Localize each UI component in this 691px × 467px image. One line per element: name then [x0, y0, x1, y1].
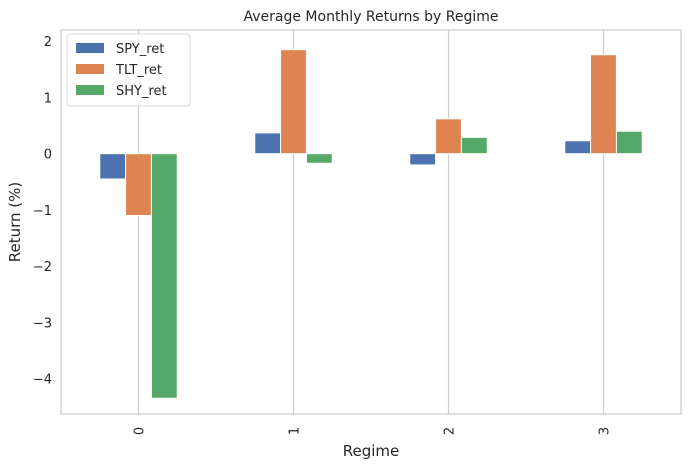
y-tick-label: −2: [33, 260, 52, 275]
bar-spy-ret-regime-0: [99, 153, 127, 180]
bar-shy-ret-regime-0: [150, 153, 178, 399]
x-tick-label: 1: [288, 427, 303, 435]
legend: SPY_ret TLT_ret SHY_ret: [66, 33, 191, 107]
x-tick-label: 2: [443, 427, 458, 435]
bar-shy-ret-regime-1: [305, 153, 333, 164]
y-tick-label: 0: [44, 148, 52, 163]
y-tick-label: −3: [33, 316, 52, 331]
bar-shy-ret-regime-2: [460, 136, 488, 155]
y-tick-label: −4: [33, 373, 52, 388]
bar-spy-ret-regime-3: [564, 140, 592, 155]
bar-spy-ret-regime-1: [254, 132, 282, 155]
x-axis-label: Regime: [343, 442, 400, 460]
x-tick-label: 0: [133, 427, 148, 435]
legend-swatch-shy-ret: [76, 85, 104, 95]
bar-tlt-ret-regime-0: [125, 153, 152, 217]
bar-spy-ret-regime-2: [409, 153, 437, 166]
bar-shy-ret-regime-3: [615, 130, 643, 155]
bar-tlt-ret-regime-2: [435, 118, 462, 155]
y-tick-label: 1: [44, 91, 52, 106]
chart-title: Average Monthly Returns by Regime: [243, 9, 498, 25]
y-tick-label: 2: [44, 35, 52, 50]
bar-tlt-ret-regime-3: [590, 54, 617, 155]
legend-swatch-tlt-ret: [76, 64, 104, 74]
legend-swatch-spy-ret: [76, 43, 104, 53]
bars: [99, 49, 643, 399]
legend-label-shy-ret: SHY_ret: [116, 84, 167, 99]
x-tick-label: 3: [598, 427, 613, 435]
x-tick-labels: 0 1 2 3: [133, 427, 613, 435]
legend-label-spy-ret: SPY_ret: [116, 42, 164, 57]
bar-tlt-ret-regime-1: [280, 49, 307, 155]
y-tick-label: −1: [33, 204, 52, 219]
legend-label-tlt-ret: TLT_ret: [115, 63, 162, 78]
y-axis-label: Return (%): [6, 182, 24, 263]
y-tick-labels: 2 1 0 −1 −2 −3 −4: [33, 35, 52, 387]
